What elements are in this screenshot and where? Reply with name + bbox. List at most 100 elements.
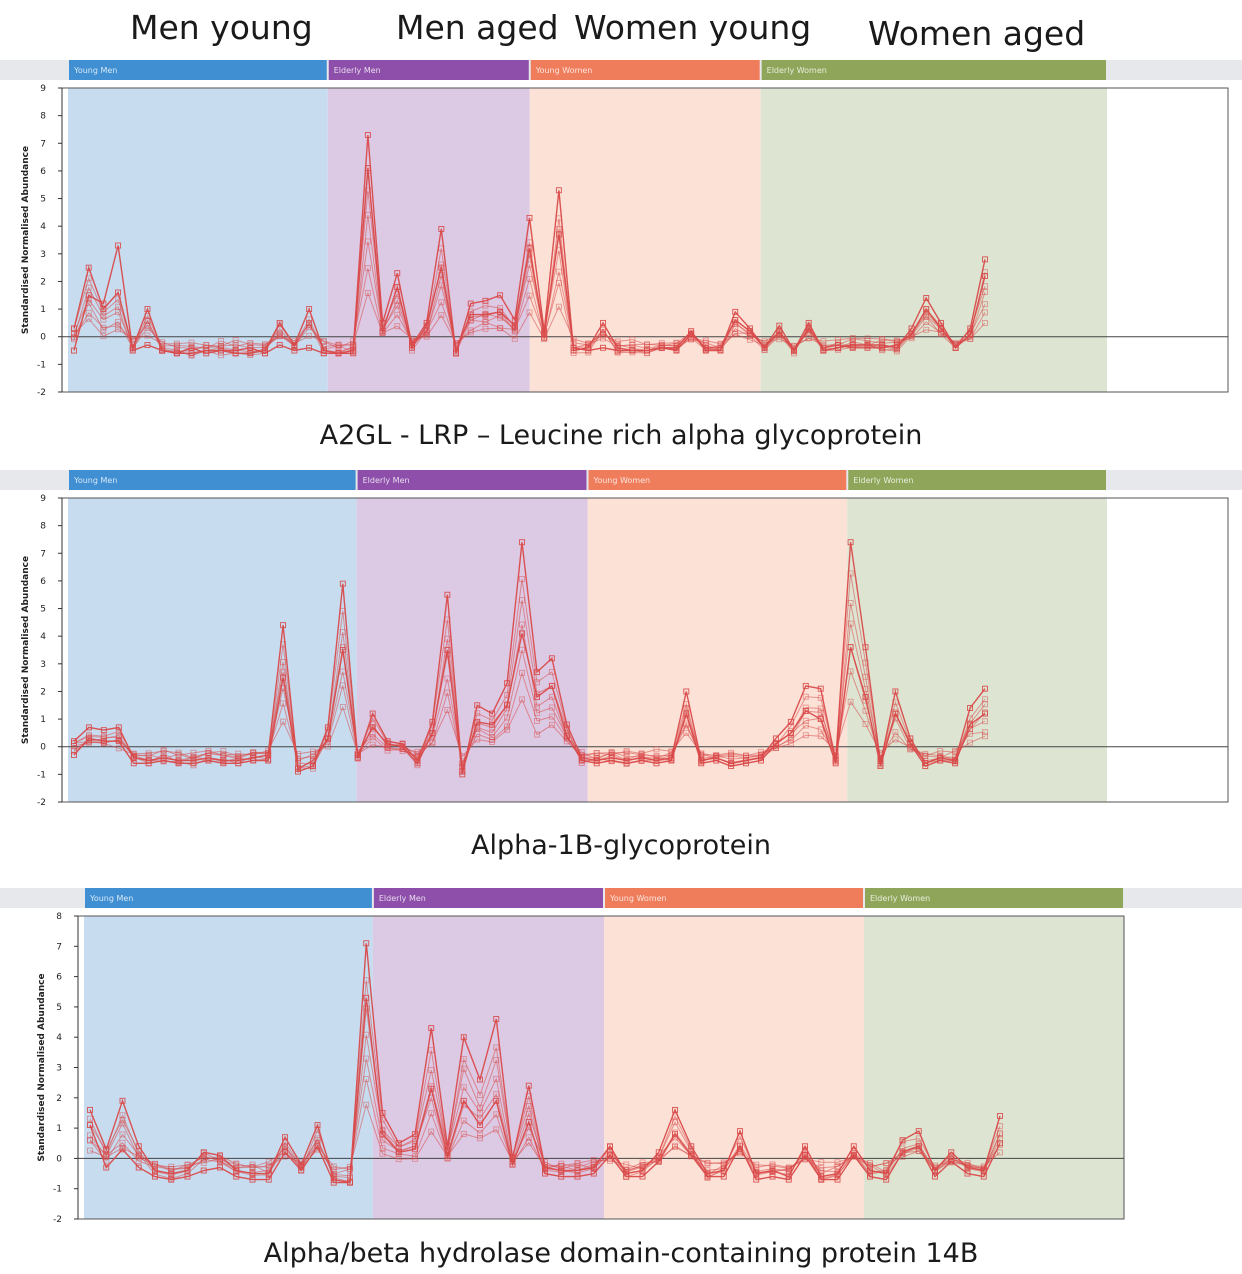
data-point (672, 1131, 678, 1138)
data-point (347, 1166, 353, 1173)
data-point (915, 1128, 922, 1135)
data-point (967, 705, 974, 711)
data-point (444, 647, 451, 653)
data-point (519, 646, 525, 653)
y-tick-label: -2 (37, 798, 46, 808)
data-point (805, 325, 812, 332)
chart-caption: Alpha-1B-glycoprotein (471, 830, 771, 861)
data-point (175, 760, 182, 767)
data-point (817, 716, 824, 723)
data-point (519, 576, 525, 582)
data-point (704, 1173, 711, 1180)
group-band-label: Young Women (609, 894, 667, 903)
data-point (200, 1156, 207, 1163)
data-point (629, 347, 636, 354)
data-point (175, 751, 182, 758)
data-point (908, 331, 915, 337)
y-tick-label: -2 (37, 388, 46, 398)
data-point (672, 1106, 678, 1113)
data-point (883, 1160, 890, 1166)
data-point (982, 319, 988, 326)
group-band-label: Elderly Women (767, 66, 827, 75)
data-point (394, 323, 401, 330)
data-point (548, 655, 555, 662)
data-point (849, 344, 856, 351)
group-band (69, 60, 327, 80)
data-point (414, 760, 421, 767)
data-point (493, 1057, 500, 1063)
data-point (482, 318, 489, 325)
data-point (395, 1149, 402, 1156)
data-point (438, 312, 445, 319)
data-point (555, 268, 562, 275)
data-point (249, 1176, 256, 1183)
data-point (952, 760, 959, 767)
data-point (525, 1119, 532, 1125)
data-point (85, 735, 92, 742)
data-point (847, 539, 854, 546)
data-point (683, 729, 690, 736)
data-point (144, 342, 151, 348)
data-point (249, 1163, 256, 1170)
y-tick-label: 5 (40, 605, 46, 615)
data-point (817, 733, 824, 740)
data-point (802, 1143, 808, 1150)
data-point (746, 328, 753, 335)
data-point (265, 757, 272, 764)
data-point (892, 736, 899, 743)
data-point (276, 319, 283, 326)
data-point (504, 680, 511, 687)
data-point (71, 325, 77, 332)
data-point (776, 328, 783, 335)
data-point (145, 760, 152, 767)
profile-line (73, 214, 986, 355)
data-point (511, 335, 518, 342)
data-point (600, 326, 606, 333)
data-point (817, 685, 824, 692)
data-point (444, 591, 451, 598)
data-point (915, 1143, 922, 1150)
data-point (509, 1161, 516, 1168)
data-point (982, 301, 988, 308)
data-point (282, 1149, 288, 1156)
data-point (87, 1147, 93, 1154)
data-point (103, 1164, 110, 1171)
data-point (964, 1170, 971, 1177)
y-tick-label: 3 (56, 1064, 62, 1074)
data-point (314, 1143, 321, 1150)
y-tick-label: -1 (37, 360, 46, 370)
data-point (159, 347, 166, 354)
data-point (658, 344, 665, 351)
data-point (298, 1167, 305, 1174)
data-point (791, 347, 797, 354)
data-point (570, 344, 577, 351)
y-tick-label: 4 (40, 222, 46, 232)
data-point (526, 214, 533, 221)
data-point (87, 1132, 93, 1139)
data-point (541, 331, 548, 337)
group-heading: Women young (574, 8, 812, 47)
data-point (100, 316, 107, 323)
data-point (135, 1164, 142, 1171)
group-band-label: Elderly Women (853, 476, 913, 485)
data-point (324, 735, 331, 742)
data-point (688, 1143, 695, 1150)
data-point (394, 311, 401, 318)
data-point (937, 325, 944, 332)
data-point (753, 1176, 760, 1183)
data-point (489, 721, 496, 728)
data-point (233, 1173, 240, 1180)
data-point (310, 763, 316, 770)
data-point (758, 757, 764, 764)
data-point (379, 1131, 386, 1138)
data-point (997, 1113, 1003, 1119)
data-point (291, 342, 298, 348)
data-point (71, 738, 77, 745)
data-point (460, 1065, 467, 1072)
data-point (369, 731, 376, 738)
chart-panel-1: Young Men Elderly Men Young Women Elderly W… (0, 58, 1242, 398)
data-point (555, 303, 562, 310)
data-point (460, 1034, 467, 1041)
data-point (144, 306, 151, 313)
data-point (235, 760, 242, 767)
